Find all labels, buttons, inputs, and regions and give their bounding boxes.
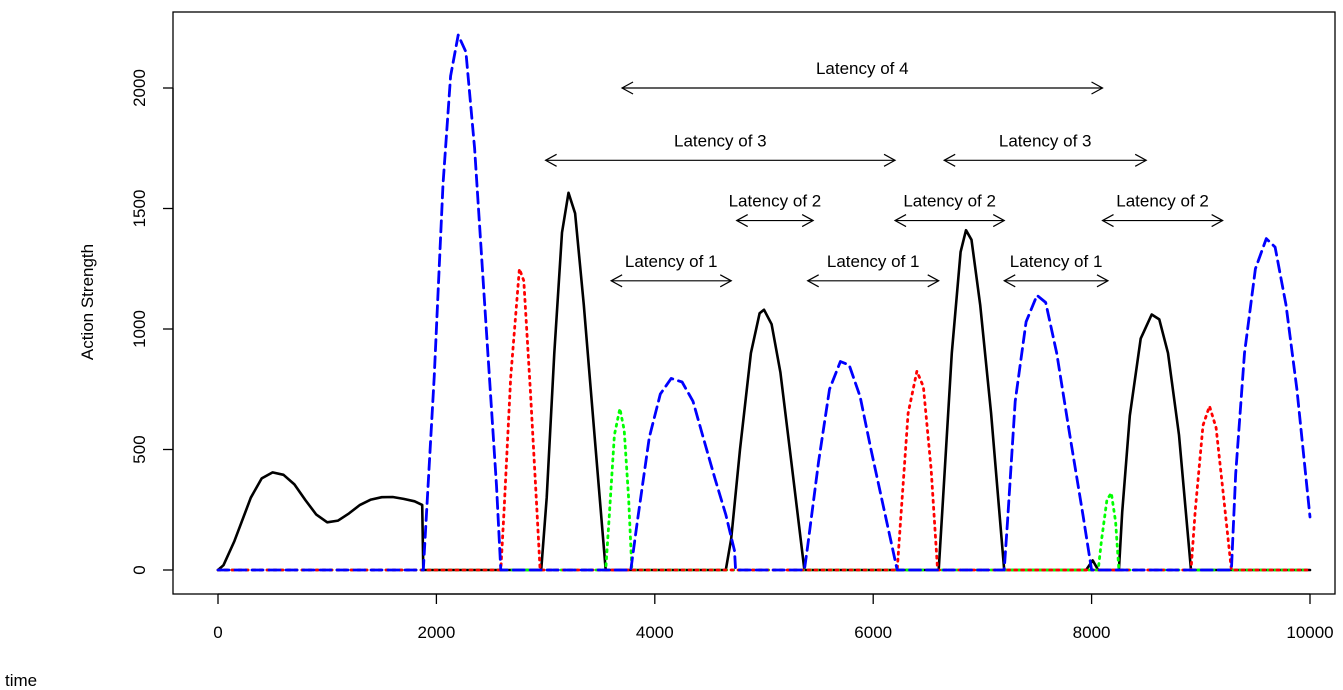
x-tick-label: 2000 — [417, 623, 455, 642]
series-line-dotted — [216, 267, 1312, 572]
x-axis-title: time — [5, 671, 37, 690]
annotation-label: Latency of 3 — [674, 131, 767, 150]
arrowhead-right — [883, 153, 897, 167]
arrowhead-left — [893, 214, 907, 228]
y-tick-label: 1500 — [130, 190, 149, 228]
y-tick-label: 0 — [130, 565, 149, 574]
latency-annotation: Latency of 4 — [620, 59, 1104, 95]
y-tick-label: 500 — [130, 435, 149, 463]
series-layer — [216, 33, 1312, 572]
x-tick-label: 10000 — [1286, 623, 1333, 642]
series-line-dotted — [216, 407, 1312, 572]
arrowhead-left — [1101, 214, 1114, 228]
annotation-label: Latency of 1 — [827, 252, 920, 271]
y-tick-label: 2000 — [130, 69, 149, 107]
latency-annotation: Latency of 2 — [893, 192, 1006, 228]
annotation-label: Latency of 4 — [816, 59, 909, 78]
annotation-label: Latency of 2 — [1116, 192, 1209, 211]
latency-annotation: Latency of 2 — [729, 192, 822, 228]
latency-annotation: Latency of 1 — [1002, 252, 1110, 288]
arrowhead-right — [1211, 214, 1224, 228]
latency-annotation: Latency of 2 — [1101, 192, 1224, 228]
series-line-dashed — [216, 33, 1312, 572]
plot-frame — [172, 11, 1336, 595]
latency-annotation: Latency of 3 — [544, 131, 897, 167]
arrowhead-right — [1096, 274, 1110, 288]
arrowhead-left — [942, 153, 956, 167]
arrowhead-right — [1091, 81, 1104, 95]
x-tick-label: 8000 — [1073, 623, 1111, 642]
y-axis-title: Action Strength — [78, 244, 97, 360]
arrowhead-right — [1134, 153, 1148, 167]
x-tick-label: 4000 — [636, 623, 674, 642]
latency-annotation: Latency of 3 — [942, 131, 1148, 167]
annotation-layer: Latency of 4 Latency of 3 Latency of 3 Late… — [544, 59, 1224, 288]
arrowhead-left — [609, 274, 623, 288]
annotation-label: Latency of 1 — [1010, 252, 1103, 271]
y-axis: 0 500 1000 1500 2000 — [130, 69, 174, 575]
arrowhead-left — [1002, 274, 1016, 288]
arrowhead-right — [992, 214, 1006, 228]
arrowhead-right — [801, 214, 815, 228]
y-tick-label: 1000 — [130, 310, 149, 348]
x-tick-label: 0 — [213, 623, 222, 642]
annotation-label: Latency of 3 — [999, 131, 1092, 150]
arrowhead-right — [719, 274, 733, 288]
annotation-label: Latency of 1 — [625, 252, 718, 271]
x-tick-label: 6000 — [854, 623, 892, 642]
annotation-label: Latency of 2 — [729, 192, 822, 211]
latency-annotation: Latency of 1 — [609, 252, 733, 288]
arrowhead-right — [927, 274, 940, 288]
x-axis: 0 2000 4000 6000 8000 10000 — [213, 593, 1334, 642]
arrowhead-left — [735, 214, 748, 228]
arrowhead-left — [544, 153, 557, 167]
series-line-solid — [216, 191, 1312, 572]
latency-annotation: Latency of 1 — [806, 252, 940, 288]
arrowhead-left — [620, 81, 634, 95]
arrowhead-left — [806, 274, 819, 288]
annotation-label: Latency of 2 — [903, 192, 996, 211]
